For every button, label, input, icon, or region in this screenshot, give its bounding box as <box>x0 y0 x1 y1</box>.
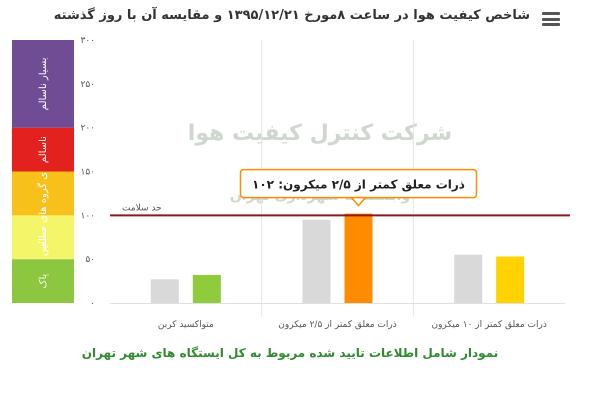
threshold-label: حد سلامت <box>122 203 162 213</box>
threshold-line: حد سلامت <box>110 203 570 217</box>
y-tick-label-4: ۲۰۰ <box>80 124 95 134</box>
hamburger-menu-icon[interactable] <box>542 12 560 26</box>
bar-series1-cat2[interactable] <box>496 256 525 303</box>
aqi-band-label-1: سالم <box>38 227 49 248</box>
chart-title: شاخص کیفیت هوا در ساعت ۸مورخ ۱۳۹۵/۱۲/۲۱ … <box>53 8 530 23</box>
y-tick-label-5: ۲۵۰ <box>80 80 95 90</box>
aqi-band-1 <box>12 215 74 260</box>
y-tick-label-0: ۰ <box>90 299 95 309</box>
aqi-band-3 <box>12 127 74 172</box>
bar-series1-cat0[interactable] <box>192 274 221 303</box>
bar-series0-cat0[interactable] <box>150 279 179 303</box>
watermark-line1: شرکت کنترل کیفیت هوا <box>188 121 452 146</box>
bars <box>150 213 525 303</box>
bar-series1-cat1[interactable] <box>344 213 373 303</box>
x-category-label-1: ذرات معلق کمتر از ۲/۵ میکرون <box>278 320 396 330</box>
x-axis-labels: متواکسید کربن ذرات معلق کمتر از ۲/۵ میکرو… <box>158 320 547 330</box>
y-tick-label-1: ۵۰ <box>85 255 95 265</box>
aqi-band-4 <box>12 40 74 128</box>
tooltip: ذرات معلق کمتر از ۲/۵ میکرون: ۱۰۲ <box>239 168 478 207</box>
y-tick-label-2: ۱۰۰ <box>80 211 95 221</box>
bar-series0-cat2[interactable] <box>454 254 483 303</box>
y-axis-ticks: ۰ ۵۰ ۱۰۰ ۱۵۰ ۲۰۰ ۲۵۰ ۳۰۰ <box>80 36 95 309</box>
aqi-band-label-0: پاک <box>38 273 49 288</box>
aqi-band-2 <box>12 171 74 216</box>
tooltip-pointer <box>349 196 368 207</box>
tooltip-text: ذرات معلق کمتر از ۲/۵ میکرون: ۱۰۲ <box>252 178 465 193</box>
x-category-label-2: ذرات معلق کمتر از ۱۰ میکرون <box>431 320 546 330</box>
aqi-band-label-4: بسیار ناسالم <box>38 57 49 110</box>
chart-footnote: نمودار شامل اطلاعات تایید شده مربوط به ک… <box>81 346 499 360</box>
bar-series0-cat1[interactable] <box>302 219 331 303</box>
aqi-band-0 <box>12 259 74 303</box>
y-tick-label-3: ۱۵۰ <box>80 168 95 178</box>
aqi-band-label-3: ناسالم <box>38 136 49 163</box>
x-category-label-0: متواکسید کربن <box>158 320 214 330</box>
y-tick-label-6: ۳۰۰ <box>80 36 95 46</box>
